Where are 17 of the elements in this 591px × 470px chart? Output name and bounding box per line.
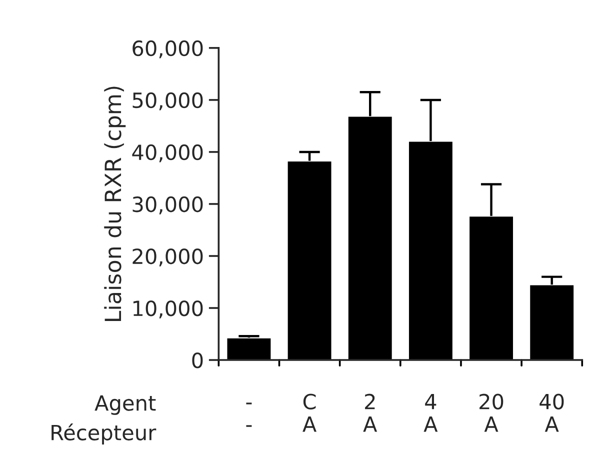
y-axis-title: Liaison du RXR (cpm) <box>104 86 126 321</box>
x-tick-label: C A <box>302 394 316 432</box>
bar <box>226 336 272 360</box>
y-tick-label: 60,000 <box>132 40 203 58</box>
x-tick-label: - - <box>246 402 252 427</box>
x-tick-label: 2 A <box>363 394 378 432</box>
text: Récepteur <box>52 423 156 444</box>
x-tick-label: 20 A <box>480 394 504 432</box>
y-tick-label: 10,000 <box>133 300 203 318</box>
y-tick-label: 30,000 <box>132 196 203 214</box>
y-tick-label: 40,000 <box>132 144 203 162</box>
y-tick-label: 50,000 <box>132 92 203 110</box>
text: Agent <box>94 395 156 415</box>
x-tick-label: 4 A <box>424 394 438 432</box>
x-tick-label: 40 A <box>540 394 564 432</box>
y-tick-label: 20,000 <box>132 248 203 266</box>
y-tick-label: 0 <box>192 352 203 368</box>
